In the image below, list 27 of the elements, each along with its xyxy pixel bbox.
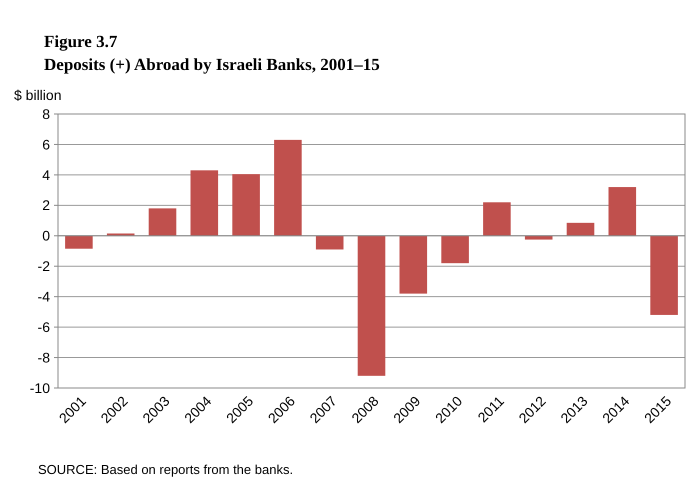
y-tick-label: 8 [42,106,50,122]
y-tick-label: -8 [38,349,50,366]
bar [400,236,428,294]
chart-subtitle: Deposits (+) Abroad by Israeli Banks, 2001–15 [44,55,380,74]
bar [358,236,386,376]
y-tick-label: 4 [42,166,50,183]
bar [650,236,678,315]
y-tick-label: -10 [30,380,50,396]
y-axis-title: $ billion [14,87,62,103]
bar [566,222,594,236]
bar [608,187,636,236]
source-note: SOURCE: Based on reports from the banks. [38,462,294,477]
bar [483,202,511,236]
bar [274,140,302,236]
bar [148,208,176,236]
bar [441,236,469,264]
bar [190,170,218,236]
bar [316,236,344,250]
bar [232,174,260,236]
y-tick-label: -4 [38,288,50,305]
y-tick-label: 2 [42,197,50,214]
y-tick-label: 0 [42,228,50,244]
y-tick-label: -6 [38,319,50,336]
chart-title: Figure 3.7 [44,32,118,51]
y-tick-label: 6 [42,136,50,152]
bar [65,236,93,249]
y-tick-label: -2 [38,258,50,274]
